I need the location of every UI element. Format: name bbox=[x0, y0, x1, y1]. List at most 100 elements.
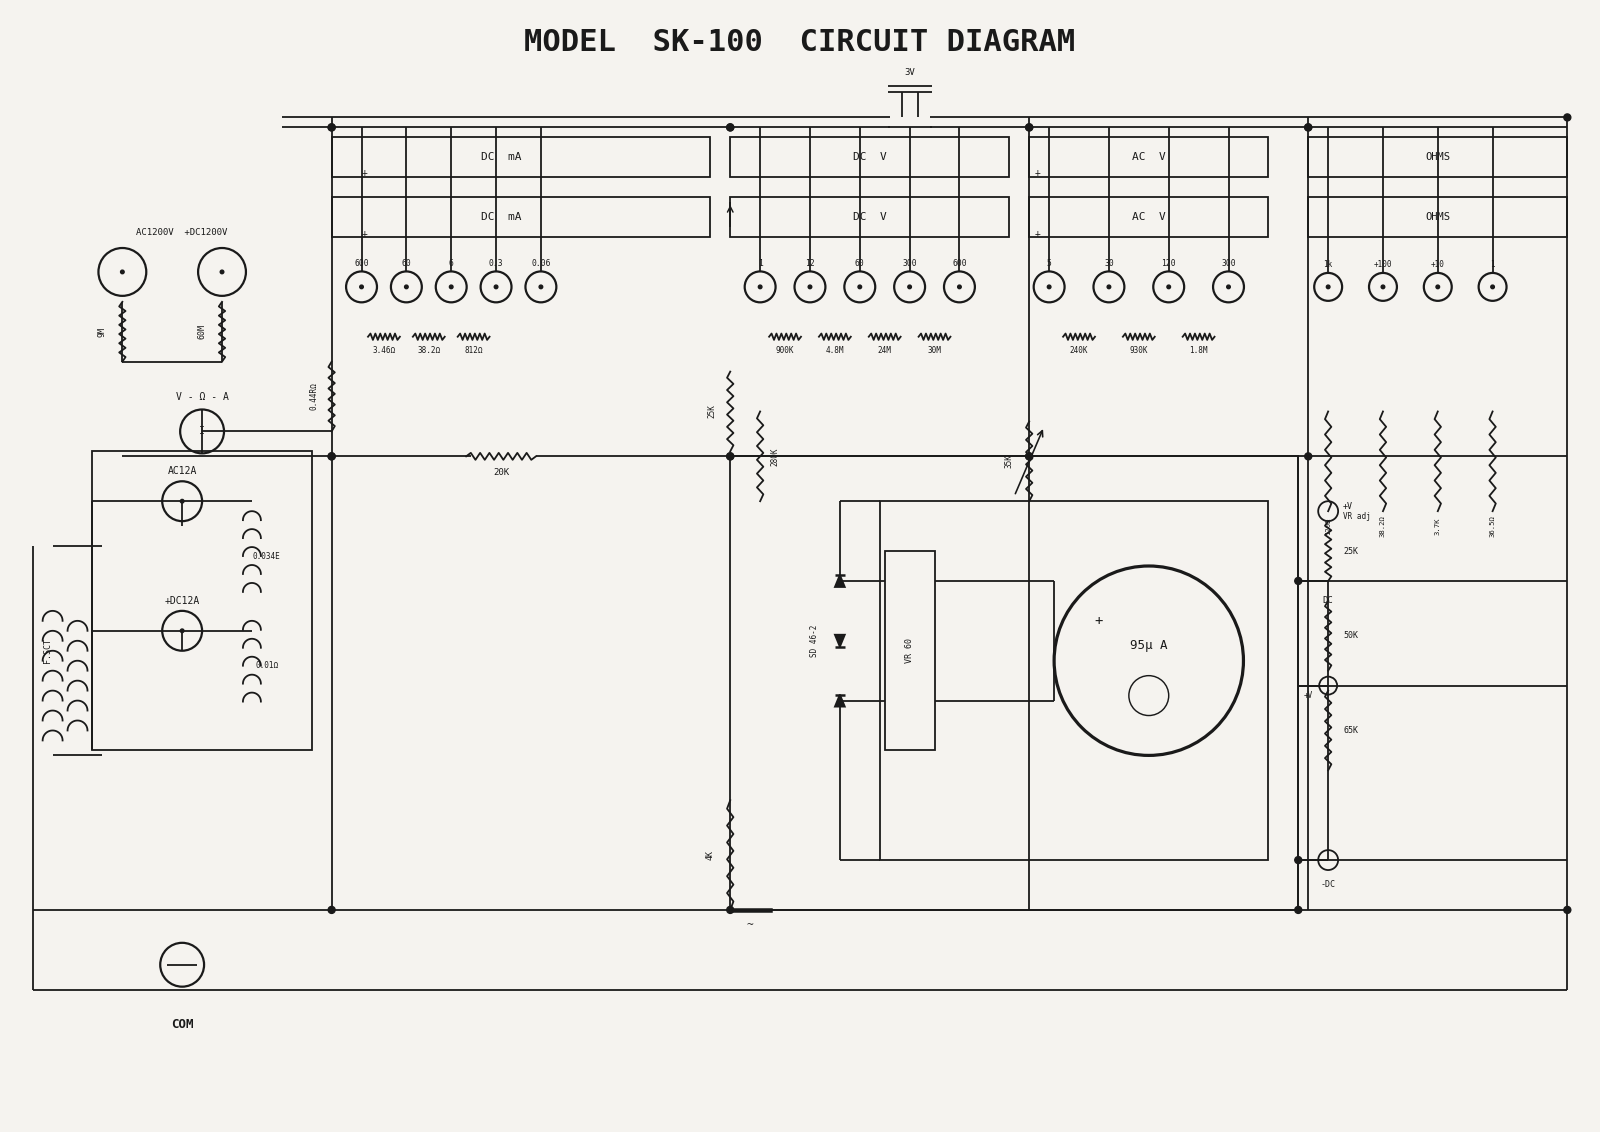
Text: DC  V: DC V bbox=[853, 212, 886, 222]
Bar bbox=[93, 452, 312, 751]
Text: VR adj: VR adj bbox=[1342, 512, 1371, 521]
Circle shape bbox=[958, 285, 962, 289]
Text: +100: +100 bbox=[1374, 260, 1392, 269]
Bar bbox=[331, 197, 710, 237]
Circle shape bbox=[1227, 285, 1230, 289]
Circle shape bbox=[1304, 123, 1312, 131]
Text: 30M: 30M bbox=[928, 346, 941, 355]
Text: 3V: 3V bbox=[904, 68, 915, 77]
Text: DC  V: DC V bbox=[853, 153, 886, 162]
Text: 30: 30 bbox=[1104, 259, 1114, 268]
Text: 280K: 280K bbox=[771, 447, 779, 465]
Text: ~: ~ bbox=[747, 920, 754, 929]
Text: OHMS: OHMS bbox=[1426, 153, 1450, 162]
Circle shape bbox=[907, 285, 912, 289]
Text: SD 46-2: SD 46-2 bbox=[811, 625, 819, 657]
Text: COM: COM bbox=[171, 1018, 194, 1031]
Text: +V: +V bbox=[1342, 501, 1354, 511]
Text: AC  V: AC V bbox=[1131, 153, 1166, 162]
Text: 0.034E: 0.034E bbox=[253, 551, 280, 560]
Bar bbox=[1309, 137, 1568, 178]
Circle shape bbox=[539, 285, 542, 289]
Bar bbox=[331, 137, 710, 178]
Text: VR 60: VR 60 bbox=[906, 638, 914, 663]
Circle shape bbox=[1026, 453, 1032, 460]
Circle shape bbox=[328, 123, 334, 131]
Text: 600: 600 bbox=[952, 259, 966, 268]
Text: 25K: 25K bbox=[1342, 547, 1358, 556]
Bar bbox=[730, 456, 1298, 910]
Circle shape bbox=[726, 123, 734, 131]
Circle shape bbox=[181, 629, 184, 633]
Text: 240K: 240K bbox=[1070, 346, 1088, 355]
Text: 1k: 1k bbox=[1323, 260, 1333, 269]
Text: +: + bbox=[362, 169, 368, 178]
Text: +: + bbox=[1034, 229, 1040, 239]
Circle shape bbox=[494, 285, 498, 289]
Circle shape bbox=[328, 123, 334, 131]
Circle shape bbox=[1381, 285, 1384, 289]
Text: AC12A: AC12A bbox=[168, 466, 197, 477]
Circle shape bbox=[1026, 123, 1032, 131]
Bar bbox=[1309, 197, 1568, 237]
Bar bbox=[885, 551, 934, 751]
Text: 38.2Ω: 38.2Ω bbox=[1379, 515, 1386, 537]
Circle shape bbox=[1166, 285, 1171, 289]
Text: 38.2Ω: 38.2Ω bbox=[418, 346, 440, 355]
Circle shape bbox=[1026, 453, 1032, 460]
Polygon shape bbox=[835, 695, 845, 706]
Circle shape bbox=[328, 907, 334, 914]
Circle shape bbox=[1563, 907, 1571, 914]
Text: 9M: 9M bbox=[98, 327, 107, 336]
Text: 900K: 900K bbox=[776, 346, 794, 355]
Bar bbox=[1029, 137, 1269, 178]
Text: +: + bbox=[362, 229, 368, 239]
Text: +DC12A: +DC12A bbox=[165, 595, 200, 606]
Circle shape bbox=[1491, 285, 1494, 289]
Text: 4.8M: 4.8M bbox=[826, 346, 845, 355]
Text: OHMS: OHMS bbox=[1426, 212, 1450, 222]
Text: 300: 300 bbox=[902, 259, 917, 268]
Text: 24M: 24M bbox=[878, 346, 891, 355]
Circle shape bbox=[1294, 857, 1302, 864]
Text: AC  V: AC V bbox=[1131, 212, 1166, 222]
Bar bbox=[1029, 197, 1269, 237]
Text: 0.3: 0.3 bbox=[488, 259, 504, 268]
Circle shape bbox=[120, 271, 125, 274]
Bar bbox=[880, 501, 1269, 860]
Circle shape bbox=[858, 285, 861, 289]
Text: 65K: 65K bbox=[1342, 726, 1358, 735]
Text: 930K: 930K bbox=[1130, 346, 1149, 355]
Text: +10: +10 bbox=[1430, 260, 1445, 269]
Text: AC1200V  +DC1200V: AC1200V +DC1200V bbox=[136, 228, 227, 237]
Polygon shape bbox=[835, 635, 845, 646]
Circle shape bbox=[221, 271, 224, 274]
Polygon shape bbox=[835, 575, 845, 588]
Circle shape bbox=[181, 499, 184, 503]
Circle shape bbox=[328, 453, 334, 460]
Text: +V: +V bbox=[1304, 692, 1314, 700]
Text: 0.44RΩ: 0.44RΩ bbox=[309, 383, 318, 411]
Circle shape bbox=[726, 907, 734, 914]
Circle shape bbox=[1304, 453, 1312, 460]
Text: 60M: 60M bbox=[197, 324, 206, 340]
Text: 1.8M: 1.8M bbox=[1189, 346, 1208, 355]
Circle shape bbox=[1048, 285, 1051, 289]
Text: 0.01Ω: 0.01Ω bbox=[256, 661, 278, 670]
Text: MODEL  SK-100  CIRCUIT DIAGRAM: MODEL SK-100 CIRCUIT DIAGRAM bbox=[525, 28, 1075, 57]
Circle shape bbox=[1563, 114, 1571, 121]
Circle shape bbox=[726, 453, 734, 460]
Text: 12: 12 bbox=[805, 259, 814, 268]
Circle shape bbox=[360, 285, 363, 289]
Text: 4K: 4K bbox=[706, 850, 715, 860]
Circle shape bbox=[1304, 123, 1312, 131]
Text: 300: 300 bbox=[1221, 259, 1235, 268]
Text: 35K: 35K bbox=[1005, 454, 1014, 469]
Text: 60: 60 bbox=[854, 259, 864, 268]
Text: DC  mA: DC mA bbox=[480, 212, 522, 222]
Circle shape bbox=[1294, 577, 1302, 584]
Text: +: + bbox=[1034, 169, 1040, 178]
Text: 600: 600 bbox=[354, 259, 370, 268]
Text: 6: 6 bbox=[448, 259, 454, 268]
Circle shape bbox=[1326, 285, 1330, 289]
